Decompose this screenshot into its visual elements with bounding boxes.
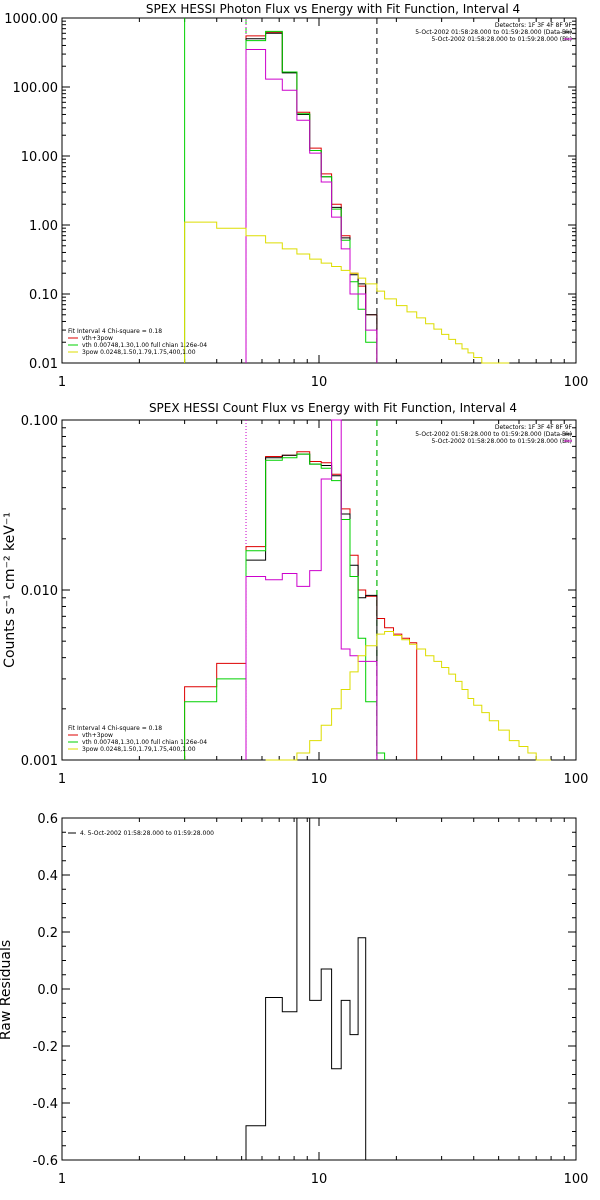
fit-legend-text: vth+3pow	[82, 335, 113, 342]
panel2-title: SPEX HESSI Count Flux vs Energy with Fit…	[149, 401, 517, 415]
series-step-line	[184, 221, 510, 364]
detector-header-text: Detectors: 1F 3F 4F 8F 9F	[495, 424, 573, 431]
fit-legend-text: vth 0.00748,1.30,1.00 full chian 1.26e-0…	[82, 342, 207, 349]
y-tick-label: 0.0	[37, 983, 58, 998]
detector-header-text: 5-Oct-2002 01:58:28.000 to 01:59:28.000 …	[432, 36, 573, 43]
series-step-line	[245, 453, 378, 760]
fit-legend-text: vth+3pow	[82, 732, 113, 739]
x-tick-label: 100	[564, 772, 589, 787]
y-tick-label: 0.01	[29, 357, 58, 372]
fit-legend-text: Fit Interval 4 Chi-square = 0.18	[68, 725, 162, 732]
fit-legend-text: Fit Interval 4 Chi-square = 0.18	[68, 328, 162, 335]
y-tick-label: 0.10	[29, 288, 58, 303]
fit-legend-text: 3pow 0.0248,1.50,1.79,1.75,400,1.00	[82, 746, 196, 753]
y-tick-label: 0.2	[37, 926, 58, 941]
series-step-line	[184, 451, 418, 760]
y-tick-label: 0.100	[21, 414, 58, 429]
y-tick-label: 1000.00	[4, 12, 58, 27]
panel2-ylabel: Counts s⁻¹ cm⁻² keV⁻¹	[2, 512, 18, 668]
y-tick-label: -0.6	[33, 1154, 58, 1169]
x-tick-label: 1	[58, 772, 66, 787]
x-tick-label: 100	[564, 1172, 589, 1187]
panel1-frame	[61, 17, 577, 364]
y-tick-label: -0.4	[33, 1097, 58, 1112]
y-tick-label: 0.010	[21, 584, 58, 599]
detector-header-text: 5-Oct-2002 01:58:28.000 to 01:59:28.000 …	[415, 431, 572, 438]
series-step-line	[245, 31, 378, 363]
x-tick-label: 10	[311, 375, 328, 390]
residual-legend-text: 4. 5-Oct-2002 01:58:28.000 to 01:59:28.0…	[80, 830, 214, 837]
series-step-line	[245, 30, 378, 363]
detector-header-text: Detectors: 1F 3F 4F 8F 9F	[495, 22, 573, 29]
series-step-line	[184, 453, 386, 760]
x-tick-label: 100	[564, 375, 589, 390]
residuals-panel: Raw Residuals 1 10 100 0.6 0.4 0.2 0.0 -0.2 -0.4…	[0, 812, 588, 1187]
x-tick-label: 10	[311, 1172, 328, 1187]
detector-header-text: 5-Oct-2002 01:58:28.000 to 01:59:28.000 …	[415, 29, 572, 36]
x-tick-label: 1	[58, 375, 66, 390]
series-step-line	[245, 817, 377, 1161]
y-tick-label: 100.00	[13, 81, 59, 96]
panel1-title: SPEX HESSI Photon Flux vs Energy with Fi…	[146, 2, 520, 16]
fit-legend-text: vth 0.00748,1.30,1.00 full chian 1.26e-0…	[82, 739, 207, 746]
panel2-frame	[61, 419, 577, 761]
y-tick-label: 1.00	[29, 219, 58, 234]
y-tick-label: 0.6	[37, 812, 58, 827]
detector-header-text: 5-Oct-2002 01:58:28.000 to 01:59:28.000 …	[432, 438, 573, 445]
photon-flux-panel: SPEX HESSI Photon Flux vs Energy with Fi…	[4, 2, 588, 390]
y-tick-label: 0.001	[21, 754, 58, 769]
y-tick-label: -0.2	[33, 1040, 58, 1055]
x-tick-label: 1	[58, 1172, 66, 1187]
x-tick-label: 10	[311, 772, 328, 787]
y-tick-label: 0.4	[37, 869, 58, 884]
series-step-line	[265, 631, 552, 761]
panel3-ylabel: Raw Residuals	[0, 940, 14, 1040]
count-flux-panel: SPEX HESSI Count Flux vs Energy with Fit…	[2, 401, 588, 787]
panel3-frame	[61, 817, 577, 1161]
series-step-line	[245, 32, 378, 363]
fit-legend-text: 3pow 0.0248,1.50,1.79,1.75,400,1.00	[82, 349, 196, 356]
y-tick-label: 10.00	[21, 150, 58, 165]
series-step-line	[245, 49, 378, 363]
